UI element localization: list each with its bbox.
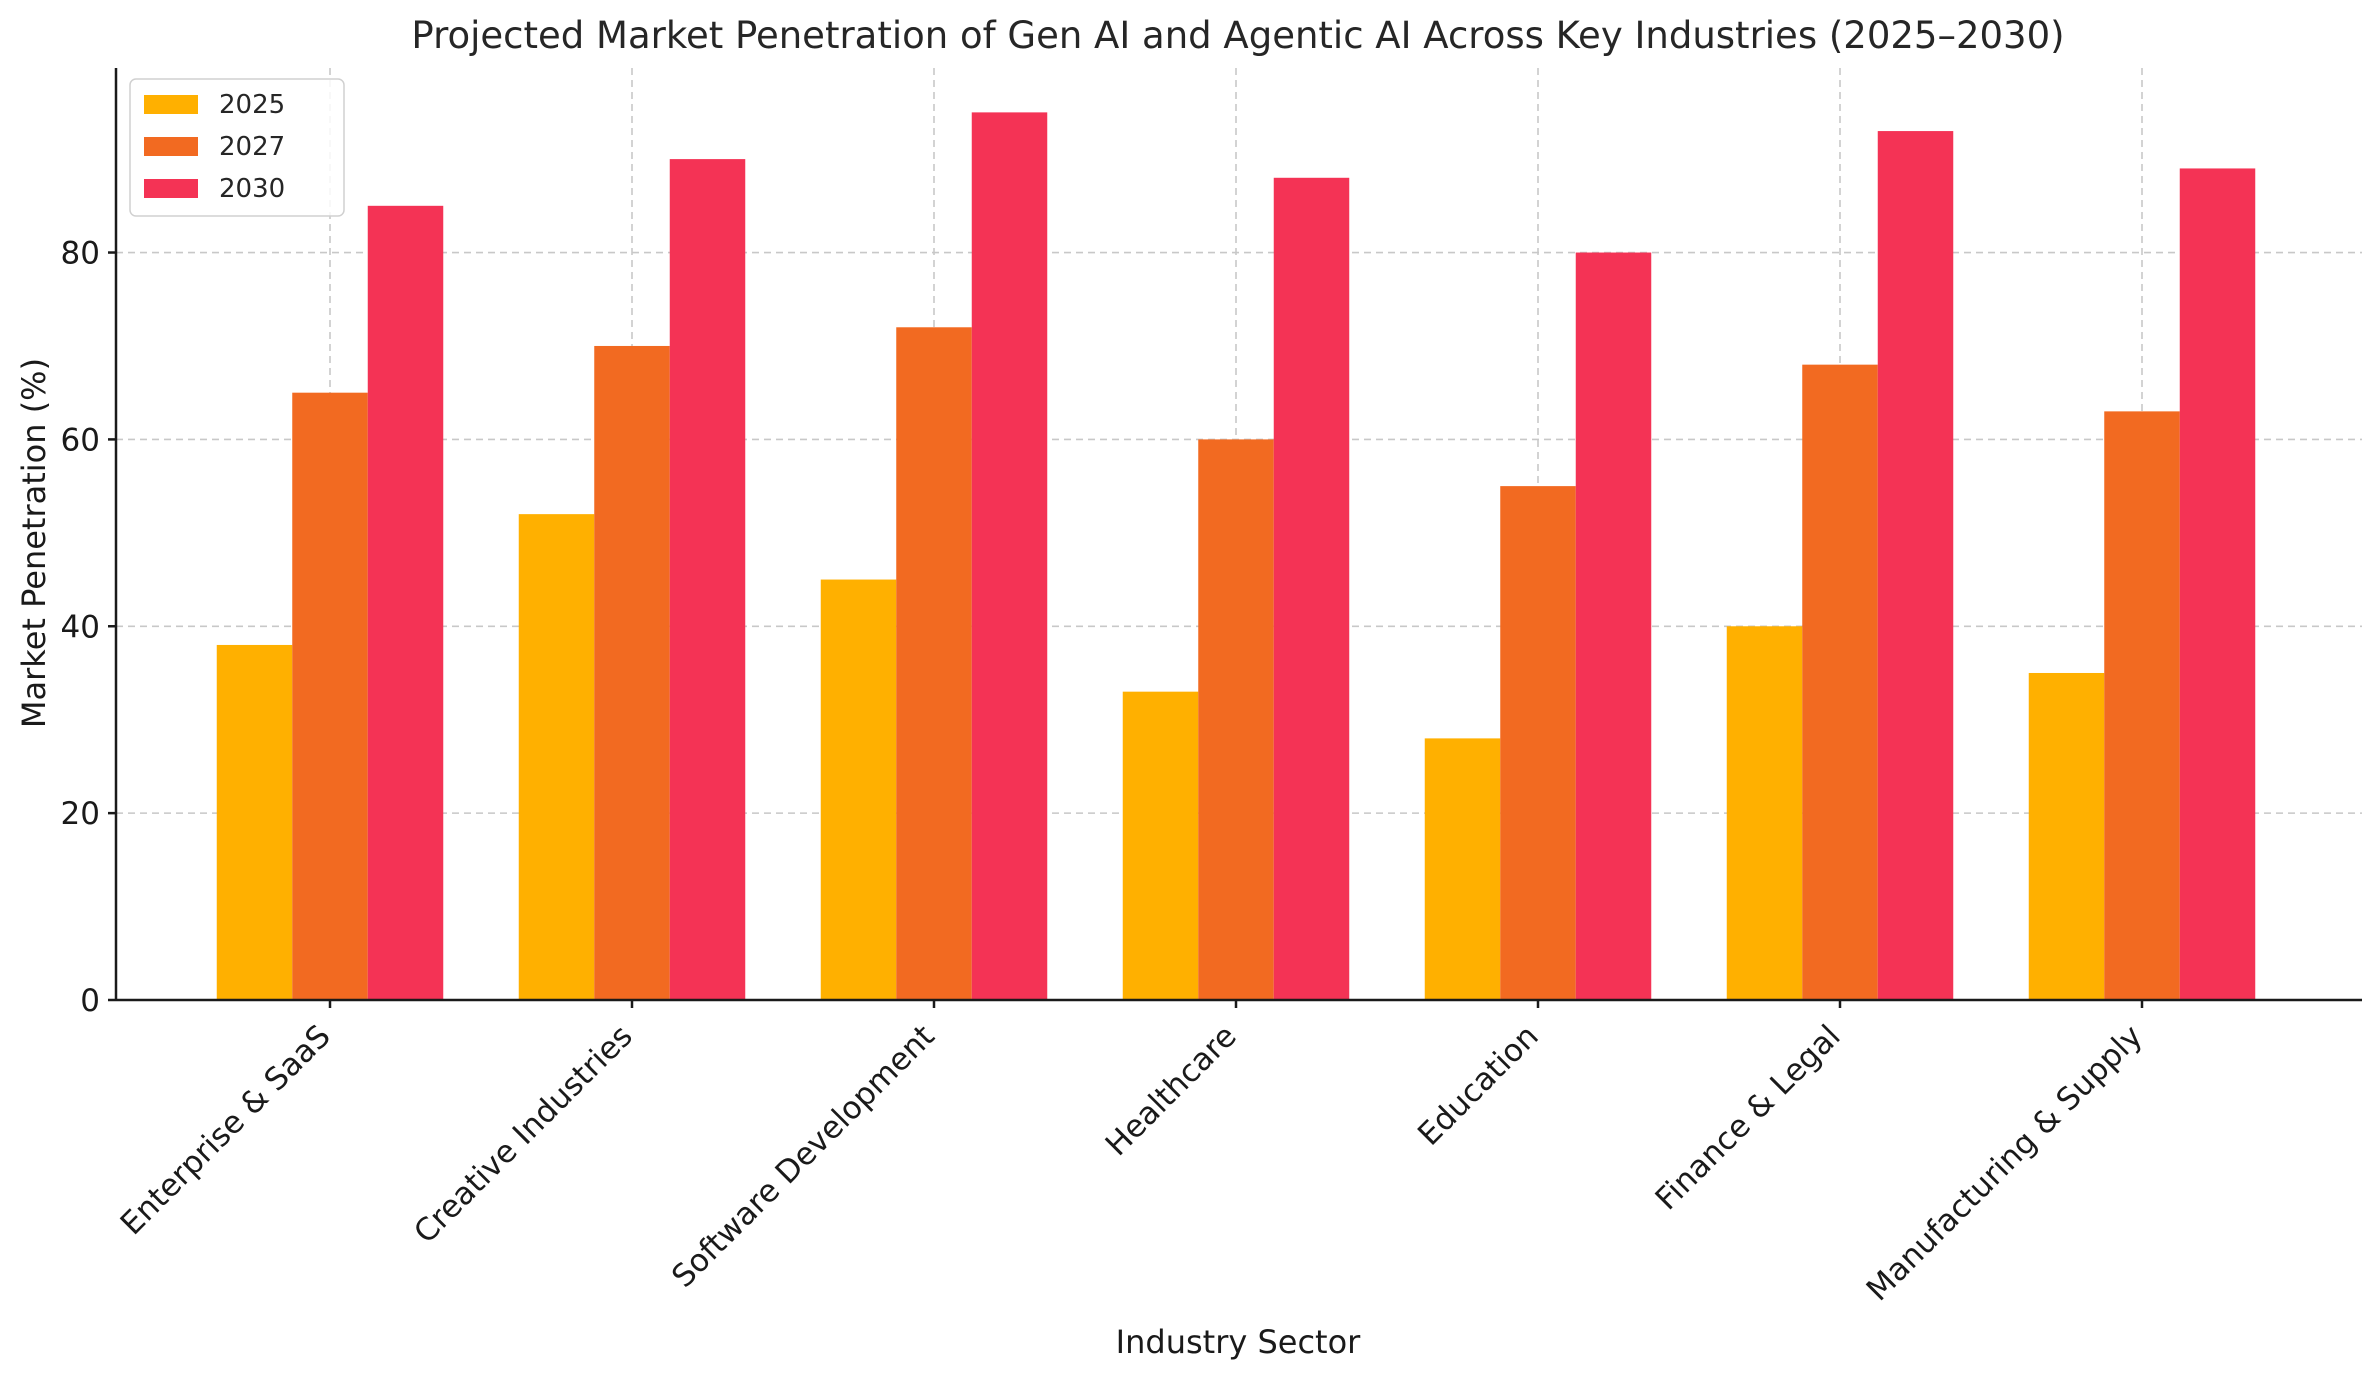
bar-2030 [971,112,1048,1000]
x-tick-label: Finance & Legal [1649,1018,1848,1217]
bar-2025 [820,579,897,1000]
bar-2025 [1424,738,1501,1000]
bar-2030 [1273,177,1350,1001]
bar-2027 [292,392,368,1000]
x-tick-label: Creative Industries [407,1018,640,1251]
x-tick-label: Healthcare [1099,1018,1244,1163]
bar-2025 [518,514,595,1000]
bar-2027 [2104,411,2180,1000]
x-tick-label: Education [1411,1018,1546,1153]
y-tick-label: 20 [61,796,100,832]
bar-2030 [1575,252,1652,1001]
x-axis-label: Industry Sector [1116,1323,1362,1361]
bars [216,112,2256,1001]
chart-title: Projected Market Penetration of Gen AI a… [411,14,2064,57]
legend-label: 2030 [219,174,285,204]
bar-2025 [1122,691,1199,1000]
bar-2030 [2179,168,2256,1000]
axes [114,68,2362,1002]
bar-2025 [2028,672,2105,1000]
y-tick-label: 0 [80,983,100,1019]
bar-2025 [216,644,293,1000]
bar-2030 [1877,131,1954,1000]
y-axis-ticks: 0 20 40 60 80 [61,236,116,1019]
bar-2027 [896,327,972,1000]
bar-2027 [1500,486,1576,1000]
x-tick-label: Software Development [665,1018,942,1295]
x-axis-ticks: Enterprise & SaaS Creative Industries Soft… [114,1000,2150,1308]
legend-label: 2027 [219,132,285,162]
legend-label: 2025 [219,90,285,120]
legend: 2025 2027 2030 [129,78,345,217]
y-axis-label: Market Penetration (%) [15,358,53,728]
x-tick-label: Manufacturing & Supply [1860,1018,2150,1308]
bar-2030 [367,205,444,1001]
y-tick-label: 60 [61,422,100,458]
bar-2030 [669,159,746,1000]
y-tick-label: 40 [61,609,100,645]
x-tick-label: Enterprise & SaaS [114,1018,338,1242]
bar-2025 [1726,626,1803,1000]
bar-2027 [1198,439,1274,1000]
legend-swatch [144,179,198,198]
legend-swatch [144,95,198,114]
y-tick-label: 80 [61,236,100,272]
legend-swatch [144,137,198,156]
bar-2027 [1802,364,1878,1001]
bar-2027 [594,345,670,1000]
